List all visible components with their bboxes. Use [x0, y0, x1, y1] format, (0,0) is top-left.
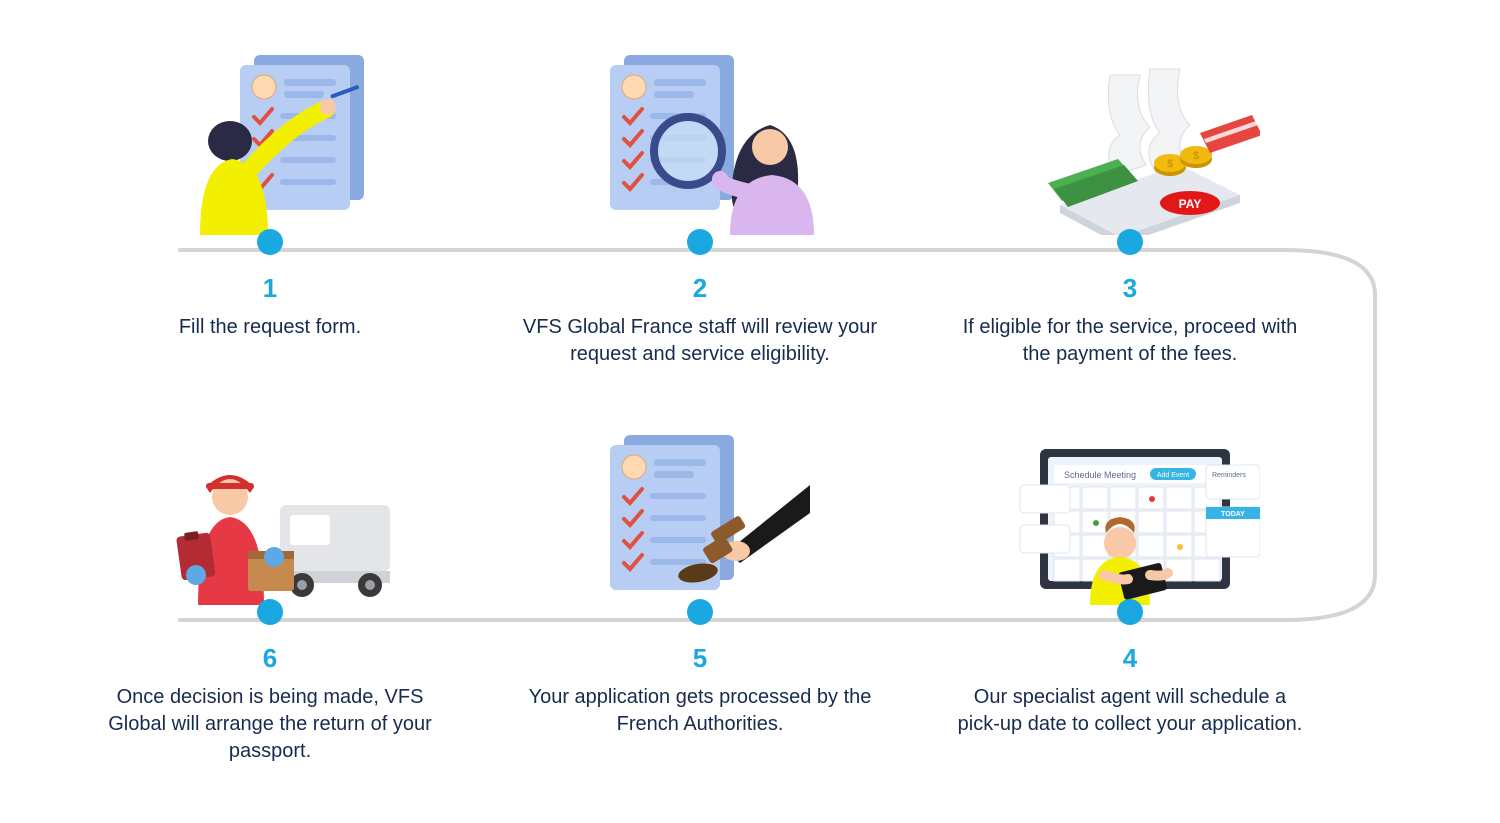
process-step-3: PAY $ $ 3 If eligible for the service, pr… — [930, 55, 1330, 368]
step-number: 5 — [693, 643, 707, 674]
step-number: 3 — [1123, 273, 1137, 304]
stamp-illustration — [570, 425, 830, 605]
step-dot — [1117, 229, 1143, 255]
step-description: Once decision is being made, VFS Global … — [80, 684, 460, 765]
step-description: Fill the request form. — [169, 314, 371, 341]
svg-text:Add Event: Add Event — [1157, 472, 1189, 479]
step-dot — [687, 229, 713, 255]
step-dot — [257, 229, 283, 255]
svg-text:Schedule Meeting: Schedule Meeting — [1064, 470, 1136, 480]
svg-text:$: $ — [1167, 158, 1173, 170]
process-step-5: 5 Your application gets processed by the … — [500, 425, 900, 738]
step-dot — [1117, 599, 1143, 625]
fill-form-illustration — [140, 55, 400, 235]
svg-text:Reminders: Reminders — [1212, 472, 1246, 479]
process-step-1: 1 Fill the request form. — [70, 55, 470, 341]
review-magnifier-illustration — [570, 55, 830, 235]
step-dot — [257, 599, 283, 625]
step-dot — [687, 599, 713, 625]
svg-text:$: $ — [1193, 150, 1199, 162]
step-number: 1 — [263, 273, 277, 304]
step-description: VFS Global France staff will review your… — [510, 314, 890, 368]
payment-illustration: PAY $ $ — [1000, 55, 1260, 235]
delivery-illustration — [140, 425, 400, 605]
svg-text:PAY: PAY — [1179, 197, 1202, 211]
step-number: 2 — [693, 273, 707, 304]
step-description: If eligible for the service, proceed wit… — [940, 314, 1320, 368]
step-number: 4 — [1123, 643, 1137, 674]
process-step-6: 6 Once decision is being made, VFS Global… — [70, 425, 470, 765]
schedule-illustration: Schedule Meeting Add Event Reminders TOD… — [1000, 425, 1260, 605]
step-number: 6 — [263, 643, 277, 674]
process-step-4: Schedule Meeting Add Event Reminders TOD… — [930, 425, 1330, 738]
step-description: Your application gets processed by the F… — [510, 684, 890, 738]
process-step-2: 2 VFS Global France staff will review you… — [500, 55, 900, 368]
step-description: Our specialist agent will schedule a pic… — [940, 684, 1320, 738]
svg-text:TODAY: TODAY — [1221, 511, 1245, 518]
